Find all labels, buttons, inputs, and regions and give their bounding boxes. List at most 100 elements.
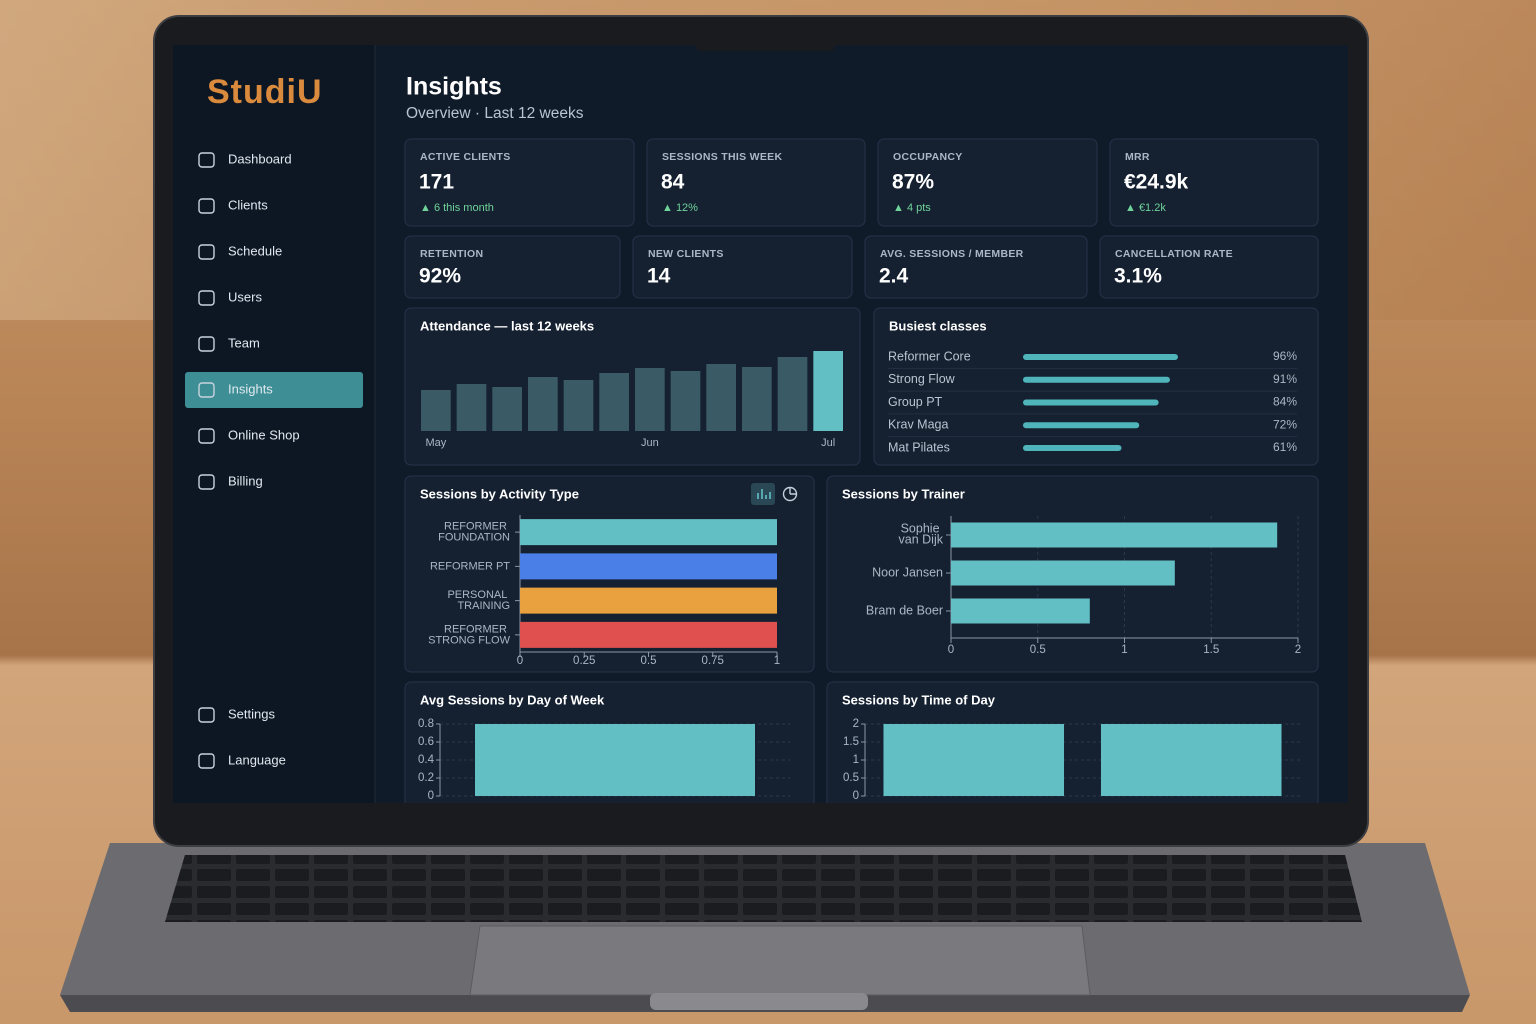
card: [404, 138, 635, 227]
bar-view-toggle[interactable]: [751, 483, 775, 505]
kpi-label: OCCUPANCY: [893, 151, 963, 163]
bar: [1100, 724, 1282, 796]
y-tick-label: PERSONAL TRAINING: [447, 589, 510, 612]
bar: [520, 553, 777, 580]
bar: [883, 724, 1065, 796]
card: [632, 235, 853, 299]
bar-icon: [757, 489, 771, 499]
y-tick-label: 0.2: [418, 772, 434, 784]
nav-item[interactable]: Insights: [228, 381, 273, 396]
brand-logo[interactable]: StudiU: [207, 73, 323, 111]
nav-active-bg: [185, 372, 363, 408]
nav-icon: [198, 290, 215, 306]
kpi-delta: ▲ €1.2k: [1125, 202, 1166, 214]
x-tick-label: 0: [517, 655, 523, 667]
nav-icon: [198, 428, 215, 444]
kpi-value: 87%: [892, 171, 934, 194]
chart-title: Sessions by Time of Day: [842, 692, 996, 707]
sidebar: [173, 45, 375, 803]
nav-item[interactable]: Schedule: [228, 243, 282, 258]
card: [646, 138, 866, 227]
card: [877, 138, 1098, 227]
x-tick-label: 0.5: [1030, 644, 1046, 656]
x-tick-label: 2: [1295, 644, 1301, 656]
class-name: Reformer Core: [888, 349, 971, 363]
kpi-label: NEW CLIENTS: [648, 248, 724, 260]
class-name: Krav Maga: [888, 418, 948, 432]
y-tick-label: 2: [853, 718, 859, 730]
card: [404, 235, 621, 299]
kpi-delta: ▲ 12%: [662, 202, 698, 214]
nav-icon: [198, 198, 215, 214]
attendance-bar: [670, 371, 701, 431]
attendance-bar: [706, 364, 736, 431]
y-tick-label: 0: [428, 790, 434, 802]
bar: [520, 519, 777, 546]
chart-title: Avg Sessions by Day of Week: [420, 692, 605, 707]
bar: [951, 560, 1175, 586]
attendance-bar: [599, 373, 629, 431]
attendance-bar: [528, 377, 558, 431]
page-subtitle: Overview · Last 12 weeks: [406, 105, 584, 122]
nav-item[interactable]: Users: [228, 289, 262, 304]
value-label: 61%: [1273, 440, 1297, 454]
x-tick-label: 1.5: [1203, 644, 1219, 656]
dashboard: StudiU Insights Overview · Last 12 weeks…: [173, 45, 1319, 803]
nav-icon: [198, 336, 215, 352]
y-tick-label: 1.5: [843, 736, 859, 748]
card: [1109, 138, 1319, 227]
nav-item[interactable]: Billing: [228, 473, 263, 488]
value-label: 84%: [1273, 395, 1297, 409]
nav-item[interactable]: Settings: [228, 706, 275, 721]
kpi-label: RETENTION: [420, 248, 483, 260]
nav-item[interactable]: Clients: [228, 197, 268, 212]
kpi-delta: ▲ 6 this month: [420, 202, 494, 214]
nav-item[interactable]: Online Shop: [228, 427, 300, 442]
attendance-bar: [421, 390, 451, 431]
progress-bar: [1023, 354, 1178, 360]
y-tick-label: 0.5: [843, 772, 859, 784]
kpi-value: 171: [419, 171, 454, 194]
y-tick-label: REFORMER STRONG FLOW: [428, 623, 511, 646]
bar: [951, 522, 1278, 548]
trackpad: [469, 925, 1091, 996]
y-tick-label: 0.8: [418, 718, 434, 730]
x-tick-label: 0.25: [573, 655, 595, 667]
nav-icon: [198, 382, 215, 398]
attendance-bar: [813, 351, 843, 431]
kpi-value: 84: [661, 171, 685, 194]
kpi-delta: ▲ 4 pts: [893, 202, 931, 214]
card: [873, 307, 1319, 466]
class-name: Mat Pilates: [888, 440, 950, 454]
kpi-label: CANCELLATION RATE: [1115, 248, 1233, 260]
nav-item[interactable]: Dashboard: [228, 151, 292, 166]
value-label: 96%: [1273, 349, 1297, 363]
progress-bar: [1023, 422, 1140, 429]
kpi-value: 92%: [419, 265, 461, 288]
y-tick-label: REFORMER PT: [430, 560, 510, 572]
bar: [520, 621, 777, 648]
bar: [520, 587, 777, 614]
nav-item[interactable]: Language: [228, 752, 286, 767]
chart-title: Busiest classes: [889, 318, 987, 333]
nav-icon: [198, 152, 215, 168]
nav-item[interactable]: Team: [228, 335, 260, 350]
kpi-value: 2.4: [879, 265, 909, 288]
nav-icon: [198, 753, 215, 769]
x-tick-label: 1: [1121, 644, 1127, 656]
nav-icon: [198, 474, 215, 490]
attendance-bar: [635, 368, 665, 431]
y-tick-label: 0.6: [418, 736, 434, 748]
class-name: Strong Flow: [888, 372, 956, 386]
y-tick-label: REFORMER FOUNDATION: [438, 521, 510, 544]
attendance-bar: [742, 367, 772, 431]
pie-icon: [789, 487, 797, 495]
progress-bar: [1023, 445, 1122, 451]
notch: [695, 43, 835, 51]
attendance-bar: [492, 387, 522, 431]
kpi-value: €24.9k: [1124, 171, 1189, 194]
card: [1099, 235, 1319, 299]
x-tick-label: May: [425, 437, 446, 449]
keys: [165, 855, 1362, 922]
